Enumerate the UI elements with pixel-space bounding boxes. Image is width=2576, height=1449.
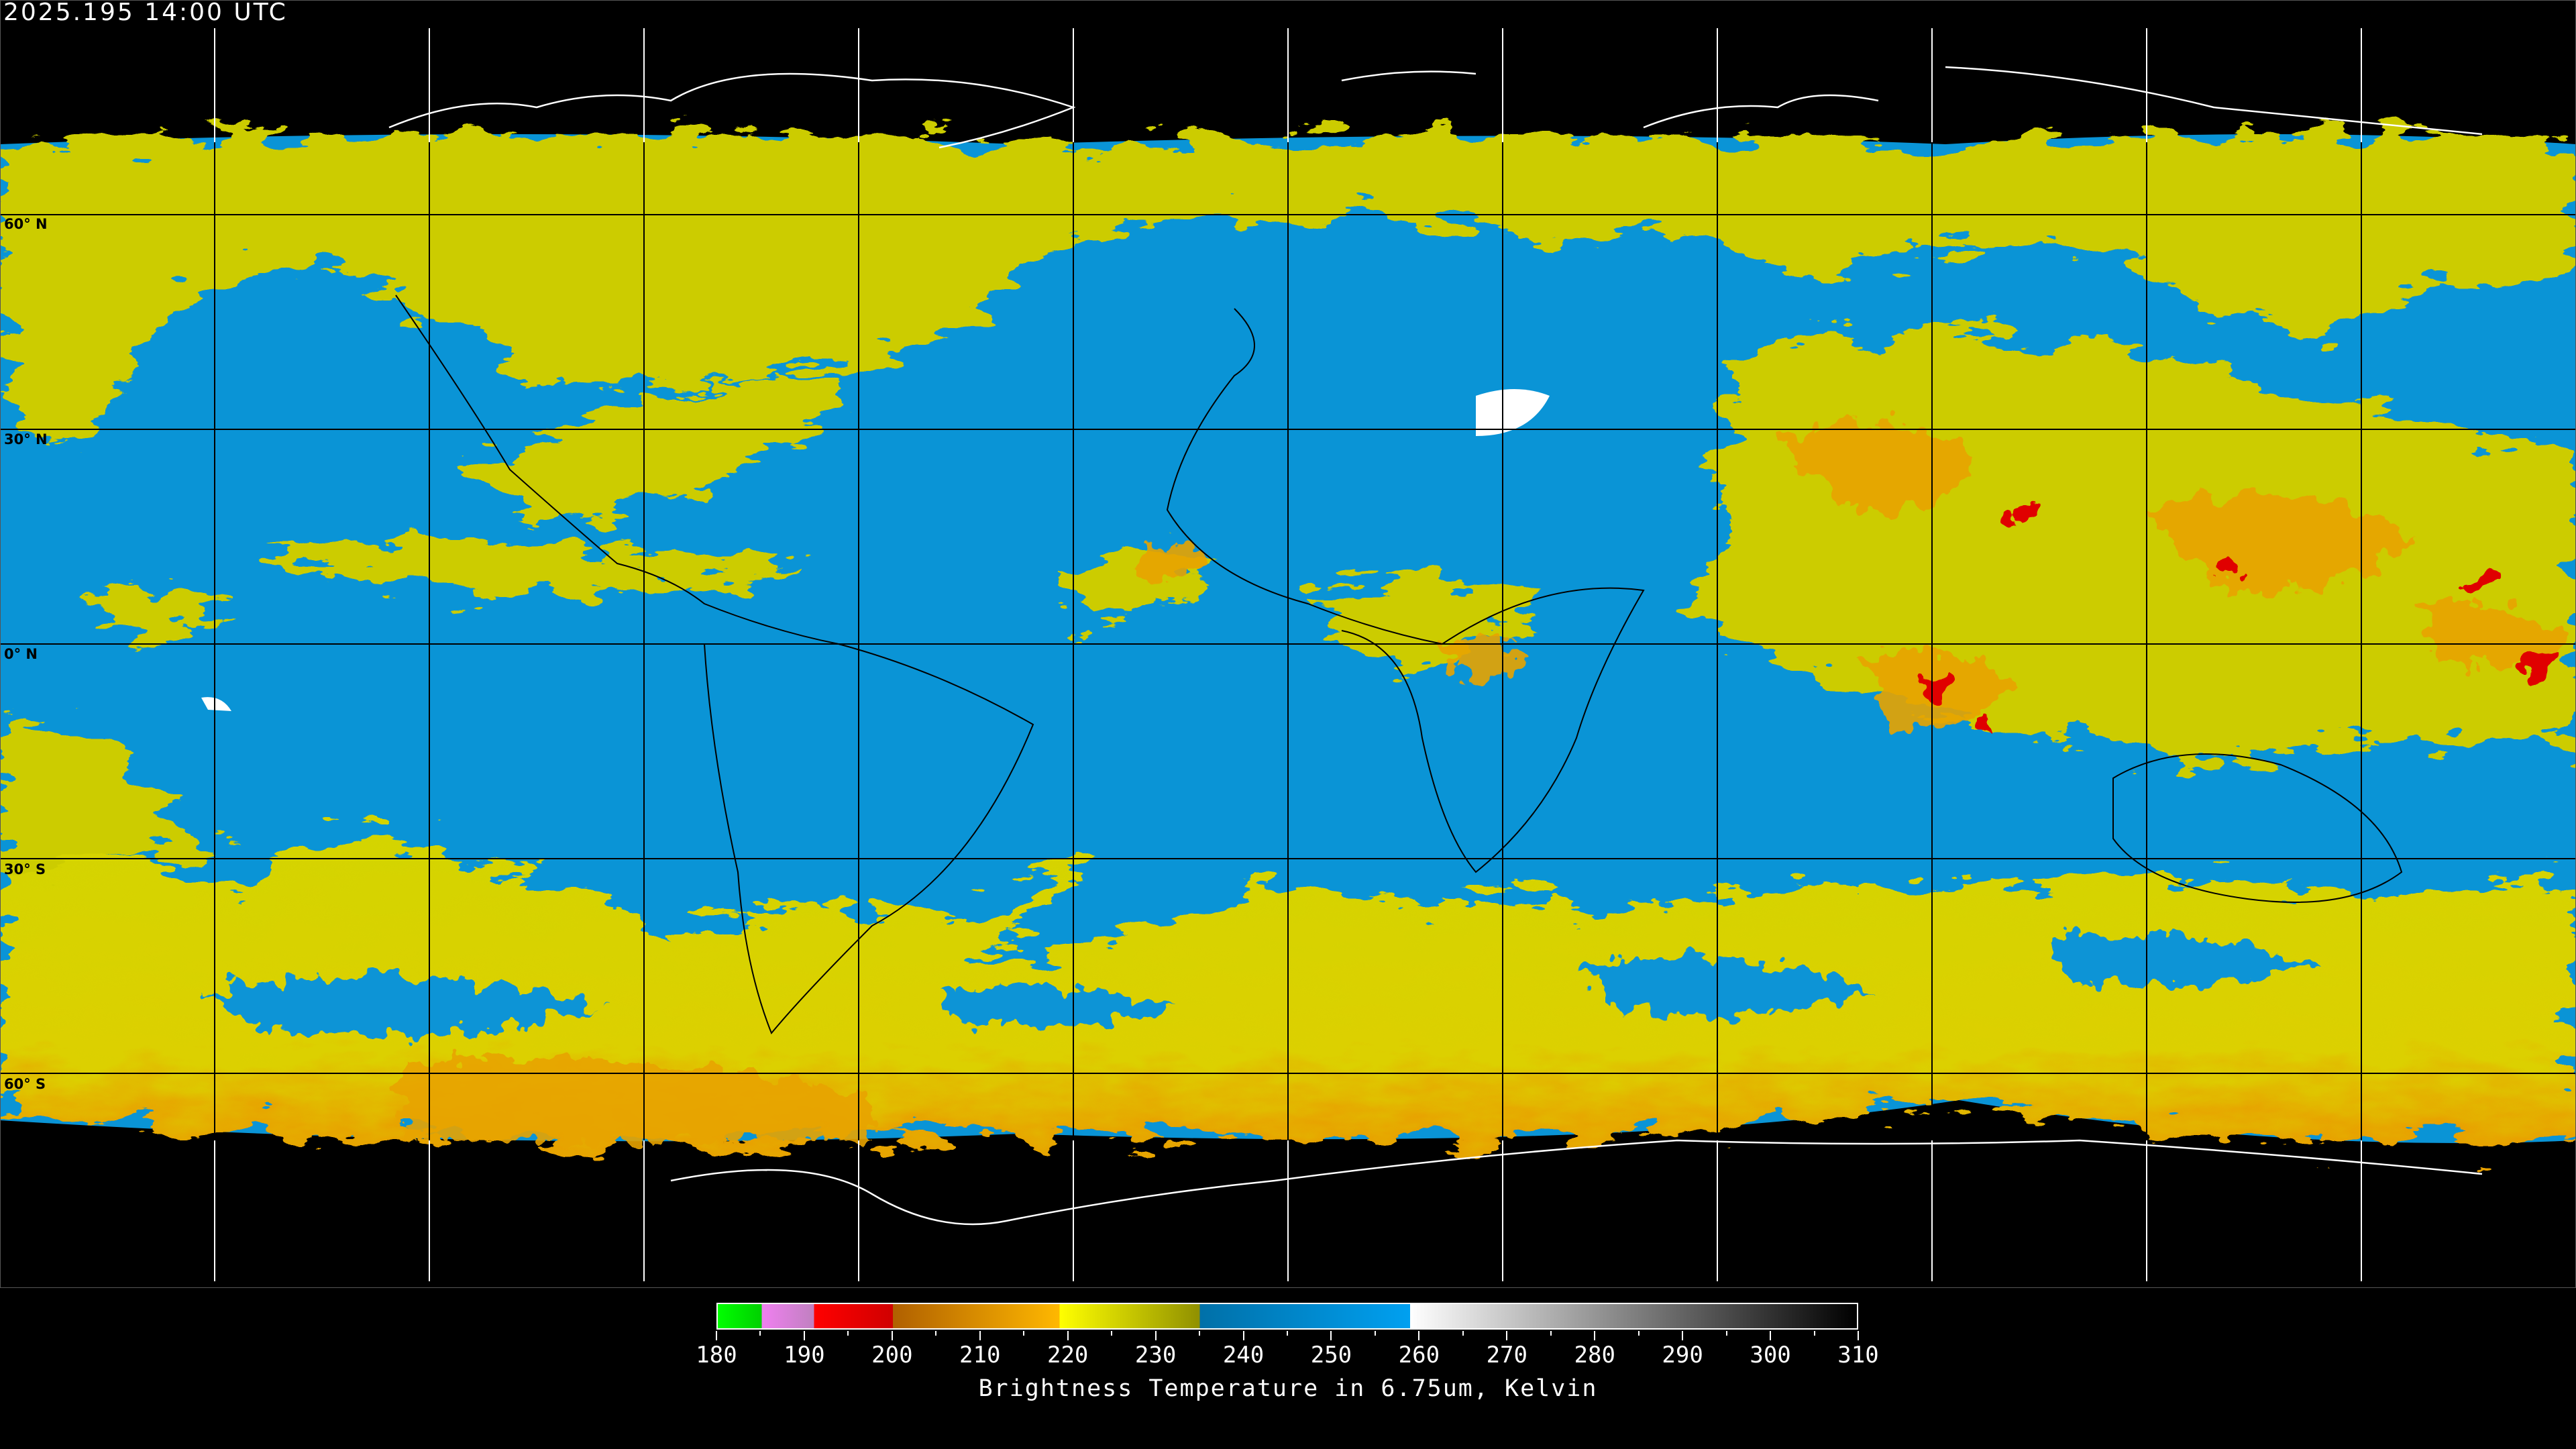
colorbar-tick: [1594, 1331, 1596, 1340]
water-vapor-map: [0, 28, 2576, 1281]
colorbar-tick-label: 230: [1134, 1342, 1177, 1368]
colorbar-tick: [979, 1331, 981, 1340]
colorbar-tick: [1770, 1331, 1772, 1340]
colorbar-tick: [1418, 1331, 1420, 1340]
colorbar-tick: [935, 1331, 937, 1336]
lat-label-30s: 30° S: [4, 861, 46, 877]
colorbar-tick: [1287, 1331, 1288, 1336]
colorbar-tick-label: 180: [696, 1342, 737, 1368]
colorbar-tick-label: 260: [1398, 1342, 1440, 1368]
colorbar-tick: [1462, 1331, 1464, 1336]
colorbar-tick-label: 200: [871, 1342, 913, 1368]
lat-label-0: 0° N: [4, 646, 38, 662]
colorbar-tick: [1067, 1331, 1069, 1340]
graticule: [0, 28, 2576, 1281]
lat-label-60s: 60° S: [4, 1076, 46, 1092]
colorbar-tick: [1374, 1331, 1376, 1336]
colorbar-tick: [803, 1331, 805, 1340]
colorbar-tick-label: 310: [1837, 1342, 1879, 1368]
colorbar-tick-label: 220: [1046, 1342, 1089, 1368]
colorbar-tick: [1330, 1331, 1332, 1340]
colorbar-tick: [1550, 1331, 1552, 1336]
colorbar-title: Brightness Temperature in 6.75um, Kelvin: [978, 1375, 1598, 1402]
colorbar-tick: [1858, 1331, 1859, 1340]
colorbar-tick: [1111, 1331, 1113, 1336]
colorbar-tick-label: 250: [1310, 1342, 1352, 1368]
colorbar-tick: [1682, 1331, 1684, 1340]
colorbar-tick: [1199, 1331, 1201, 1336]
colorbar: [716, 1303, 1858, 1330]
colorbar-tick: [1638, 1331, 1640, 1336]
colorbar-tick: [1155, 1331, 1157, 1340]
colorbar-tick-label: 270: [1486, 1342, 1528, 1368]
timestamp: 2025.195 14:00 UTC: [3, 0, 288, 26]
colorbar-tick-label: 240: [1222, 1342, 1265, 1368]
colorbar-tick-label: 290: [1662, 1342, 1703, 1368]
colorbar-tick: [759, 1331, 761, 1336]
colorbar-tick-label: 190: [784, 1342, 825, 1368]
colorbar-tick: [1023, 1331, 1025, 1336]
colorbar-tick: [847, 1331, 849, 1336]
colorbar-tick-label: 210: [959, 1342, 1001, 1368]
colorbar-tick: [1242, 1331, 1244, 1340]
colorbar-tick-label: 280: [1574, 1342, 1615, 1368]
colorbar-tick: [1813, 1331, 1815, 1336]
colorbar-tick: [891, 1331, 893, 1340]
colorbar-tick-label: 300: [1750, 1342, 1791, 1368]
lat-label-30n: 30° N: [4, 431, 48, 447]
colorbar-tick: [716, 1331, 717, 1340]
colorbar-tick: [1506, 1331, 1508, 1340]
colorbar-tick: [1725, 1331, 1727, 1336]
lat-label-60n: 60° N: [4, 216, 48, 232]
